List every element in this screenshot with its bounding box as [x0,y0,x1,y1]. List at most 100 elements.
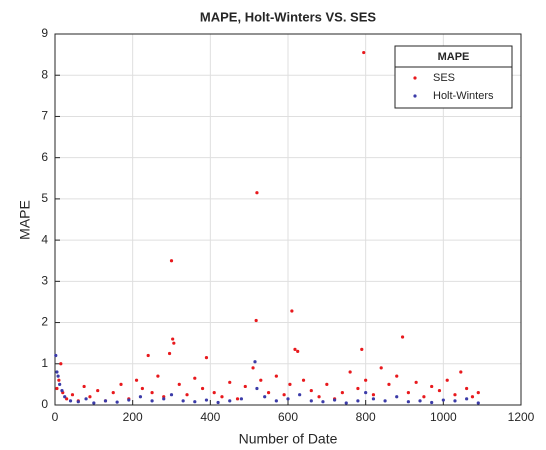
point [348,370,352,374]
point [172,341,176,345]
point [84,397,88,401]
x-tick-label: 1200 [508,410,535,424]
point [317,395,321,399]
chart-title: MAPE, Holt-Winters VS. SES [200,9,376,24]
y-tick-label: 7 [41,109,48,123]
point [387,382,391,386]
point [56,374,60,378]
point [103,399,108,403]
point [286,397,290,401]
point [228,380,232,384]
y-tick-label: 5 [41,191,48,205]
point [296,349,300,354]
point [298,393,302,397]
legend-label: Holt-Winters [433,90,494,102]
point [418,399,422,403]
point [181,399,185,403]
point [111,391,115,395]
point [167,351,172,356]
point [371,397,376,401]
point [470,395,475,399]
point [146,353,150,358]
point [59,362,63,366]
point [185,393,189,397]
legend-marker [413,94,417,98]
point [220,395,224,399]
point [212,391,216,395]
point [177,382,181,386]
x-tick-label: 400 [200,410,220,424]
point [138,395,143,399]
point [162,397,166,401]
point [383,399,387,403]
point [406,400,410,404]
point [216,400,220,405]
y-axis-label: MAPE [17,200,33,240]
point [140,386,144,391]
point [344,401,348,405]
point [293,347,297,351]
point [57,378,61,382]
y-tick-label: 6 [41,150,48,164]
point [193,400,197,404]
point [437,388,442,393]
point [150,391,154,395]
point [92,401,96,405]
point [395,374,399,378]
point [243,384,247,389]
legend-marker [413,76,417,80]
point [459,370,463,374]
point [82,384,86,389]
point [115,400,119,404]
point [255,386,259,391]
point [96,388,100,393]
point [430,384,434,389]
point [150,399,154,403]
y-tick-label: 1 [41,356,48,370]
y-tick-label: 3 [41,274,48,288]
point [204,398,209,402]
point [406,391,410,395]
point [58,382,62,386]
x-axis-label: Number of Date [239,431,338,447]
point [274,374,278,378]
point [204,355,209,360]
x-tick-label: 800 [356,410,376,424]
point [414,380,418,384]
point [251,366,255,370]
point [259,378,263,382]
point [288,382,292,386]
point [55,386,59,391]
point [364,391,368,395]
point [333,398,337,402]
legend-title: MAPE [438,51,470,63]
x-tick-label: 0 [52,410,59,424]
point [171,337,175,341]
axes-box [54,33,522,406]
point [371,393,376,397]
point [301,378,306,382]
point [356,386,360,391]
point [255,191,259,195]
point [465,386,469,391]
point [70,393,75,397]
point [325,382,329,386]
point [321,400,325,404]
point [400,335,405,339]
point [239,397,243,401]
point [228,399,232,403]
point [362,50,366,55]
x-tick-label: 600 [278,410,298,424]
point [465,397,469,401]
point [476,401,480,405]
point [60,388,64,393]
point [476,391,480,395]
point [68,399,73,403]
y-tick-label: 0 [41,397,48,411]
x-tick-label: 1000 [430,410,457,424]
point [253,360,257,364]
point [282,393,286,397]
point [422,395,426,399]
point [274,399,278,403]
point [309,388,313,393]
